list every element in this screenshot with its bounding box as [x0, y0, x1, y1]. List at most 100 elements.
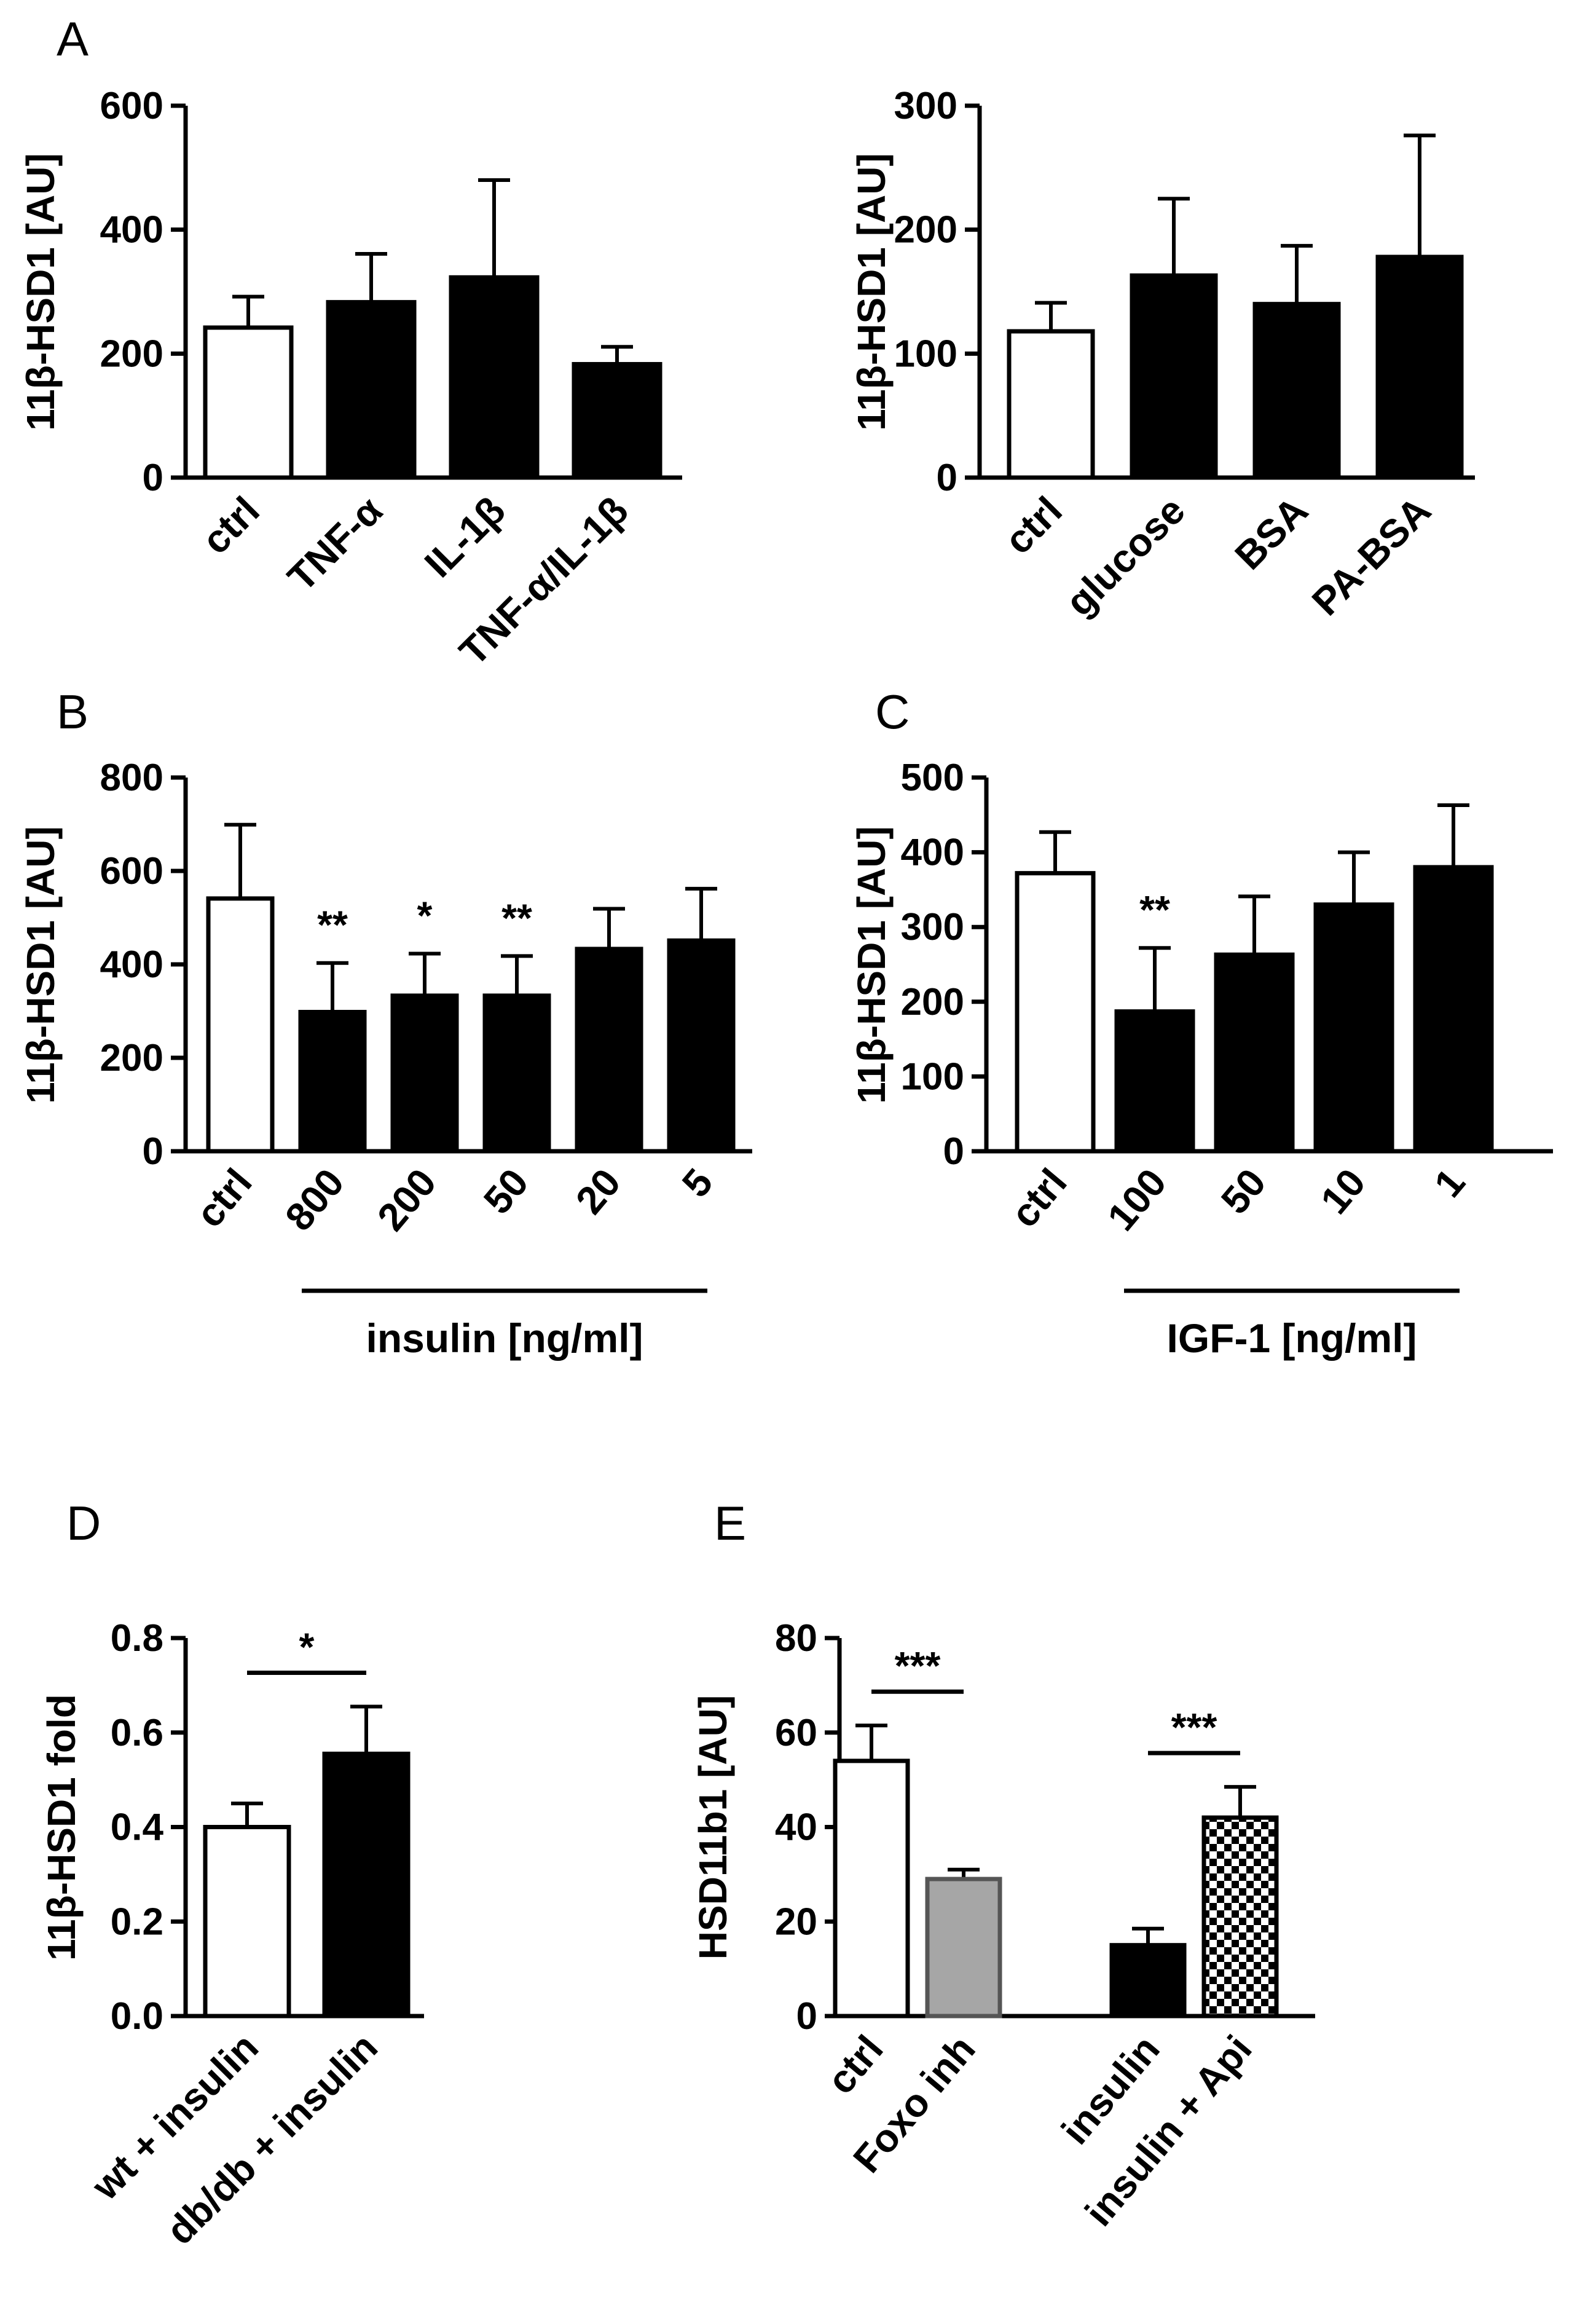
- y-tick-label: 0.4: [111, 1806, 164, 1849]
- y-tick-label: 200: [894, 209, 957, 251]
- y-tick-label: 20: [775, 1900, 817, 1943]
- y-tick-label: 800: [100, 757, 163, 799]
- bar-a2-3: [1375, 254, 1464, 480]
- significance-marker: *: [299, 1625, 315, 1669]
- bar-a1-0: [203, 325, 294, 480]
- y-tick-label: 200: [901, 981, 964, 1023]
- category-label: TNF-α: [279, 488, 391, 600]
- y-tick-label: 100: [894, 333, 957, 375]
- bar-e-1: [925, 1877, 1002, 2019]
- significance-marker: *: [417, 894, 433, 938]
- category-label: 10: [1312, 1160, 1374, 1223]
- y-tick-label: 0.6: [111, 1712, 163, 1754]
- y-tick-label: 200: [100, 1037, 163, 1079]
- bar-d-0: [203, 1825, 291, 2019]
- panel-label-c: C: [875, 685, 910, 739]
- bar-e-3: [1201, 1815, 1279, 2019]
- category-label: 200: [369, 1160, 445, 1239]
- significance-marker: **: [317, 903, 348, 947]
- bar-a2-0: [1007, 329, 1095, 480]
- y-tick-label: 60: [775, 1712, 817, 1754]
- category-label: ctrl: [996, 488, 1071, 562]
- y-axis-label: 11β-HSD1 fold: [39, 1694, 84, 1961]
- category-label: 50: [475, 1160, 537, 1223]
- y-tick-label: 0: [943, 1130, 964, 1173]
- panel-label-a: A: [57, 12, 88, 66]
- group-label: IGF-1 [ng/ml]: [1167, 1315, 1417, 1361]
- y-tick-label: 80: [775, 1617, 817, 1660]
- bar-b-4: [575, 947, 643, 1154]
- category-label: PA-BSA: [1303, 488, 1439, 624]
- category-label: glucose: [1057, 488, 1193, 624]
- category-label: db/db + insulin: [157, 2025, 385, 2253]
- y-tick-label: 40: [775, 1806, 817, 1849]
- category-label: ctrl: [1002, 1160, 1075, 1236]
- significance-marker: ***: [1171, 1705, 1217, 1749]
- bar-e-2: [1109, 1943, 1187, 2019]
- y-tick-label: 600: [100, 850, 163, 892]
- bar-c-2: [1214, 952, 1295, 1154]
- category-label: ctrl: [194, 488, 268, 562]
- y-tick-label: 100: [901, 1055, 964, 1098]
- bar-b-3: [482, 993, 551, 1154]
- group-label: insulin [ng/ml]: [366, 1315, 643, 1361]
- y-tick-label: 0: [143, 457, 163, 499]
- category-label: 800: [277, 1160, 353, 1239]
- y-tick-label: 200: [100, 333, 163, 375]
- category-label: 1: [1426, 1160, 1474, 1206]
- bar-b-5: [667, 938, 736, 1154]
- y-tick-label: 0: [796, 1995, 817, 2038]
- panel-label-d: D: [66, 1496, 101, 1550]
- category-label: 20: [567, 1160, 629, 1223]
- y-tick-label: 500: [901, 757, 964, 799]
- bar-d-1: [322, 1751, 411, 2019]
- bar-a1-3: [572, 361, 662, 480]
- category-label: 100: [1099, 1160, 1175, 1239]
- bar-b-1: [298, 1010, 367, 1154]
- y-tick-label: 0.8: [111, 1617, 163, 1660]
- category-label: ctrl: [187, 1160, 261, 1236]
- bar-a1-2: [449, 275, 540, 480]
- y-axis-label: 11β-HSD1 [AU]: [18, 826, 63, 1104]
- y-tick-label: 600: [100, 85, 163, 127]
- panel-label-e: E: [714, 1496, 746, 1550]
- bar-a2-1: [1130, 273, 1218, 480]
- category-label: 50: [1213, 1160, 1275, 1223]
- category-label: ctrl: [819, 2027, 892, 2103]
- category-label: 5: [674, 1160, 721, 1206]
- bar-c-1: [1114, 1009, 1195, 1154]
- y-tick-label: 400: [901, 832, 964, 874]
- y-axis-label: 11β-HSD1 [AU]: [18, 153, 63, 431]
- category-label: IL-1β: [416, 488, 514, 586]
- bar-c-3: [1313, 902, 1394, 1154]
- bar-e-0: [833, 1759, 910, 2019]
- category-label: BSA: [1226, 488, 1316, 578]
- y-axis-label: 11β-HSD1 [AU]: [849, 826, 894, 1104]
- y-axis-label: 11β-HSD1 [AU]: [849, 153, 894, 431]
- bar-b-0: [206, 896, 275, 1154]
- bar-a1-1: [326, 300, 417, 480]
- y-tick-label: 0.2: [111, 1900, 163, 1943]
- y-tick-label: 300: [901, 906, 964, 948]
- bar-b-2: [390, 993, 459, 1154]
- bar-c-0: [1015, 871, 1096, 1154]
- bar-a2-2: [1252, 302, 1341, 480]
- y-tick-label: 0.0: [111, 1995, 163, 2038]
- panel-label-b: B: [57, 685, 88, 739]
- y-tick-label: 300: [894, 85, 957, 127]
- significance-marker: **: [1139, 888, 1170, 932]
- y-tick-label: 0: [143, 1130, 163, 1173]
- y-tick-label: 400: [100, 943, 163, 986]
- y-axis-label: HSD11b1 [AU]: [691, 1695, 735, 1960]
- significance-marker: ***: [895, 1644, 941, 1688]
- bar-c-4: [1413, 865, 1494, 1154]
- significance-marker: **: [501, 896, 532, 940]
- y-tick-label: 0: [937, 457, 957, 499]
